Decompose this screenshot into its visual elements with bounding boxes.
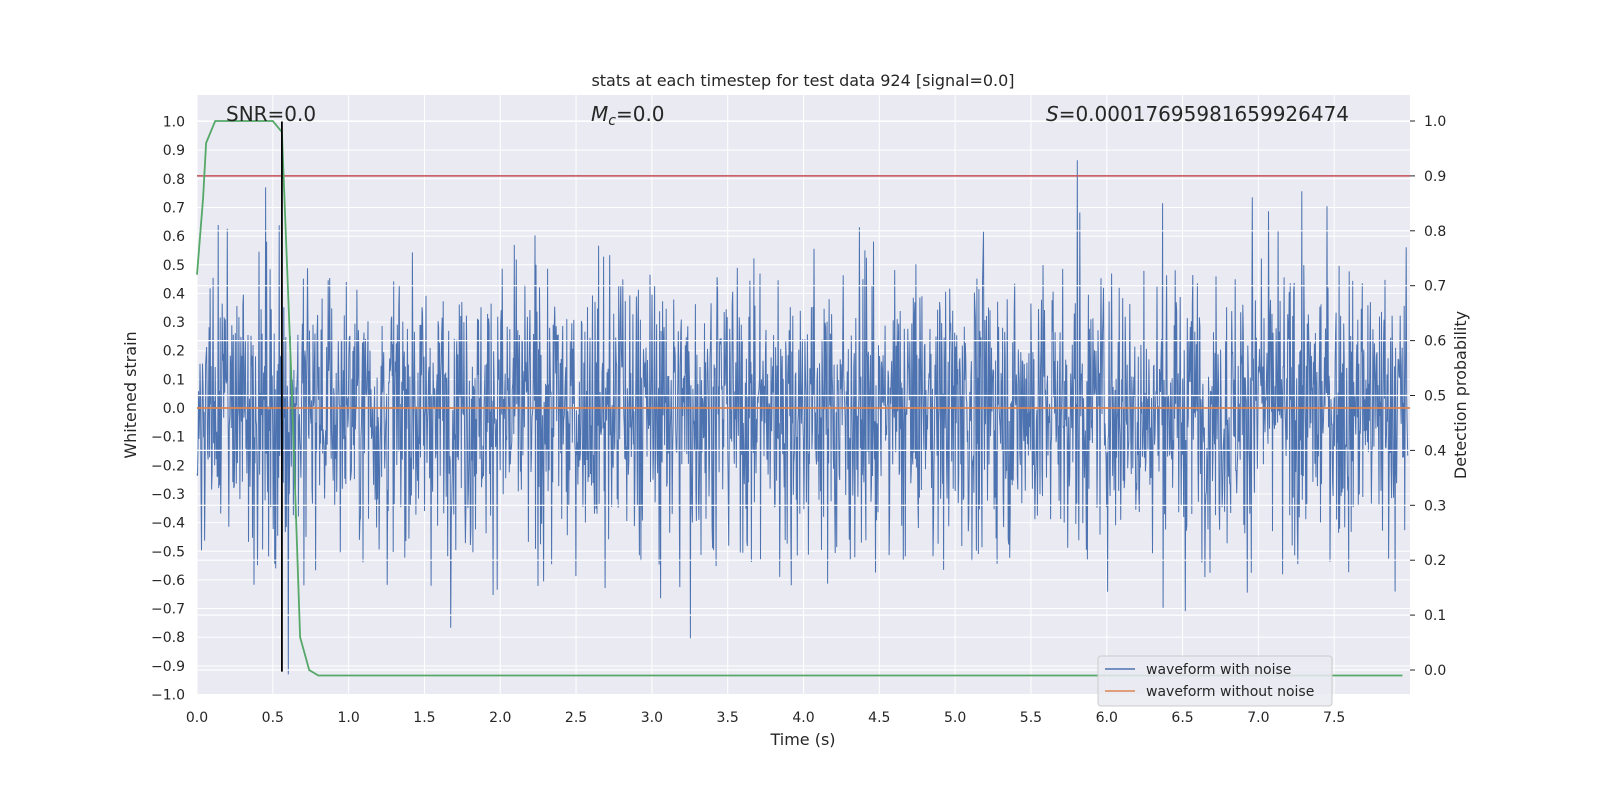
y-tick-label: 0.6 [163, 229, 185, 245]
y-tick-right-label: 0.9 [1424, 169, 1446, 185]
x-tick-label: 6.0 [1096, 710, 1118, 726]
y-tick-label: 0.9 [163, 143, 185, 159]
y-axis-label: Whitened strain [121, 331, 140, 458]
y-tick-label: 0.1 [163, 372, 185, 388]
y-tick-label: −0.3 [151, 487, 185, 503]
y-axis-label-right: Detection probability [1451, 311, 1470, 479]
y-tick-label: 0.7 [163, 200, 185, 216]
noise-series [196, 160, 1409, 675]
x-tick-label: 6.5 [1171, 710, 1193, 726]
legend-label-waveform-with-noise: waveform with noise [1146, 662, 1291, 678]
x-tick-label: 2.0 [489, 710, 511, 726]
x-tick-label: 3.5 [717, 710, 739, 726]
mc-subscript: c [608, 113, 616, 129]
legend-box [1097, 655, 1333, 707]
y-tick-label: 0.2 [163, 344, 185, 360]
chart-title: stats at each timestep for test data 924… [591, 71, 1014, 90]
x-axis-label: Time (s) [769, 730, 835, 749]
y-tick-label: −0.6 [151, 573, 185, 589]
x-tick-label: 4.0 [792, 710, 814, 726]
y-tick-right-label: 0.1 [1424, 608, 1446, 624]
x-tick-label: 4.5 [868, 710, 890, 726]
y-tick-label: 0.4 [163, 286, 185, 302]
detection-probability-line [196, 120, 1403, 677]
legend: waveform with noise waveform without noi… [1097, 655, 1333, 707]
y-tick-label: −0.8 [151, 630, 185, 646]
x-ticks: 0.0 0.5 1.0 1.5 2.0 2.5 3.0 3.5 4.0 4.5 5.0 5.5 6.0 6… [186, 710, 1345, 726]
y-tick-label: −0.9 [151, 659, 185, 675]
y-tick-label: −0.2 [151, 458, 185, 474]
x-tick-label: 5.5 [1020, 710, 1042, 726]
y-tick-label: −1.0 [151, 688, 185, 704]
y-tick-right-label: 0.8 [1424, 224, 1446, 240]
y-tick-label: 1.0 [163, 115, 185, 131]
y-tick-label: −0.5 [151, 544, 185, 560]
y-tick-label: 0.3 [163, 315, 185, 331]
x-tick-label: 5.0 [944, 710, 966, 726]
mc-value: =0.0 [616, 102, 665, 126]
legend-label-waveform-without-noise: waveform without noise [1146, 684, 1314, 700]
y-tick-right-label: 1.0 [1424, 114, 1446, 130]
x-tick-label: 3.0 [641, 710, 663, 726]
y-tick-right-label: 0.7 [1424, 279, 1446, 295]
y-tick-right-label: 0.5 [1424, 389, 1446, 405]
x-tick-label: 0.5 [262, 710, 284, 726]
y-tick-label: 0.0 [163, 401, 185, 417]
mc-annotation: Mc=0.0 [591, 102, 665, 129]
y-tick-right-label: 0.2 [1424, 553, 1446, 569]
y-tick-label: −0.7 [151, 602, 185, 618]
x-tick-label: 7.0 [1247, 710, 1269, 726]
y-tick-label: 0.5 [163, 258, 185, 274]
y-tick-right-label: 0.3 [1424, 498, 1446, 514]
series-lines [196, 120, 1410, 677]
y-ticks-right: 0.0 0.1 0.2 0.3 0.4 0.5 0.6 0.7 0.8 0.9 1.0 [1410, 114, 1446, 679]
s-value: =0.00017695981659926474 [1059, 102, 1349, 126]
y-ticks: −1.0 −0.9 −0.8 −0.7 −0.6 −0.5 −0.4 −0.3 −0.2 −0.1… [151, 115, 185, 704]
y-tick-label: −0.4 [151, 516, 185, 532]
mc-symbol: M [591, 102, 608, 126]
x-tick-label: 7.5 [1323, 710, 1345, 726]
s-symbol: S [1046, 102, 1059, 126]
y-tick-right-label: 0.6 [1424, 334, 1446, 350]
snr-annotation: SNR=0.0 [226, 102, 316, 126]
x-tick-label: 2.5 [565, 710, 587, 726]
y-tick-label: 0.8 [163, 172, 185, 188]
x-tick-label: 1.5 [413, 710, 435, 726]
s-annotation: S=0.00017695981659926474 [1046, 102, 1349, 126]
y-tick-label: −0.1 [151, 430, 185, 446]
y-tick-right-label: 0.4 [1424, 443, 1446, 459]
x-tick-label: 1.0 [337, 710, 359, 726]
y-tick-right-label: 0.0 [1424, 663, 1446, 679]
x-tick-label: 0.0 [186, 710, 208, 726]
noisy-waveform-line [196, 160, 1409, 675]
